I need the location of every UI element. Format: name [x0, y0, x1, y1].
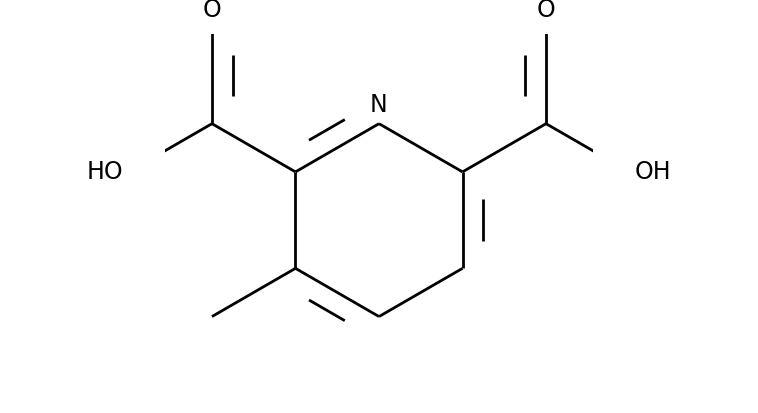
Text: HO: HO — [86, 160, 124, 184]
Text: O: O — [202, 0, 221, 22]
Text: O: O — [537, 0, 556, 22]
Text: N: N — [370, 93, 388, 117]
Text: OH: OH — [634, 160, 672, 184]
